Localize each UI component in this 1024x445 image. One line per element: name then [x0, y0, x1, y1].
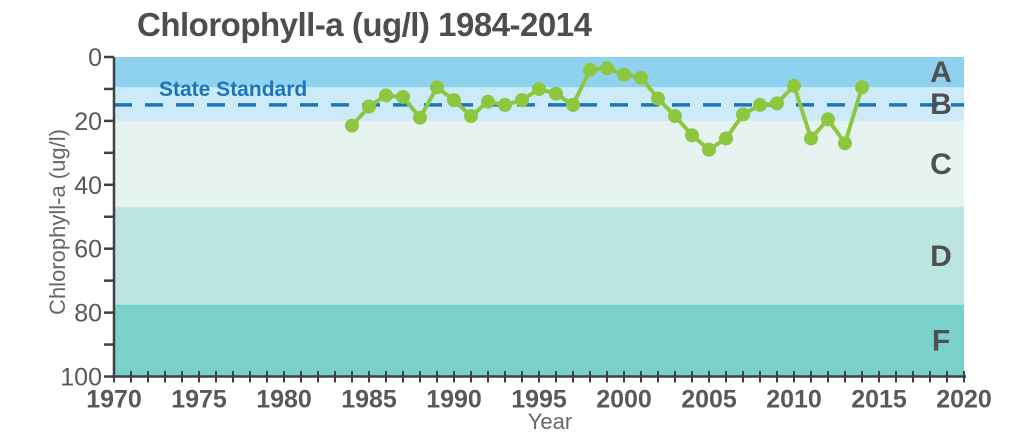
x-tick-label: 1985 [341, 386, 397, 414]
data-point-1984 [345, 118, 359, 133]
data-point-2009 [770, 96, 784, 111]
data-point-1999 [600, 61, 614, 76]
data-point-1989 [430, 80, 444, 95]
data-point-1998 [583, 62, 597, 77]
grade-letter-C: C [930, 148, 952, 181]
x-tick-label: 2000 [596, 386, 652, 414]
state-standard-label: State Standard [159, 78, 308, 101]
grade-bands [114, 57, 964, 377]
data-point-1985 [362, 99, 376, 114]
data-point-1996 [549, 86, 563, 101]
data-point-1997 [566, 97, 580, 112]
grade-letter-A: A [930, 56, 952, 89]
x-tick-label: 1980 [256, 386, 312, 414]
data-point-1988 [413, 110, 427, 125]
data-point-2008 [753, 97, 767, 112]
data-point-1992 [481, 94, 495, 109]
data-point-2013 [838, 136, 852, 151]
data-point-1994 [515, 93, 529, 108]
y-tick-label: 60 [74, 236, 102, 264]
data-point-1990 [447, 93, 461, 108]
x-tick-label: 2015 [851, 386, 907, 414]
x-tick-label: 1990 [426, 386, 482, 414]
data-point-1987 [396, 89, 410, 104]
data-point-2001 [634, 70, 648, 85]
data-point-2012 [821, 112, 835, 127]
x-tick-label: 1995 [511, 386, 567, 414]
data-point-2010 [787, 78, 801, 93]
data-point-1991 [464, 109, 478, 124]
grade-letter-B: B [930, 88, 952, 121]
data-point-2007 [736, 107, 750, 122]
y-axis-title: Chlorophyll-a (ug/l) [45, 129, 70, 315]
x-tick-label: 2005 [681, 386, 737, 414]
y-tick-label: 20 [74, 108, 102, 136]
data-series [345, 61, 869, 157]
data-point-1995 [532, 81, 546, 96]
tick-marks [104, 55, 965, 383]
grade-band-F [114, 304, 964, 377]
x-tick-label: 2020 [936, 386, 992, 414]
data-point-2000 [617, 67, 631, 82]
grade-band-D [114, 207, 964, 305]
y-tick-label: 80 [74, 300, 102, 328]
data-point-1993 [498, 97, 512, 112]
y-tick-label: 0 [88, 44, 102, 72]
data-point-2005 [702, 142, 716, 157]
grade-letters: ABC D F [930, 56, 952, 357]
y-tick-label: 100 [60, 364, 102, 392]
data-point-2011 [804, 131, 818, 146]
data-point-2002 [651, 91, 665, 106]
grade-letter-F: F [932, 325, 950, 358]
x-tick-label: 1975 [171, 386, 227, 414]
data-point-2006 [719, 131, 733, 146]
x-tick-label: 2010 [766, 386, 822, 414]
data-point-1986 [379, 88, 393, 103]
chart-title: Chlorophyll-a (ug/l) 1984-2014 [137, 6, 592, 43]
x-axis-title: Year [527, 409, 573, 434]
y-tick-label: 40 [74, 172, 102, 200]
data-point-2004 [685, 128, 699, 143]
data-point-2014 [855, 80, 869, 95]
x-tick-label: 1970 [86, 386, 142, 414]
grade-letter-D: D [930, 240, 952, 273]
grade-band-C [114, 120, 964, 208]
data-point-2003 [668, 109, 682, 124]
